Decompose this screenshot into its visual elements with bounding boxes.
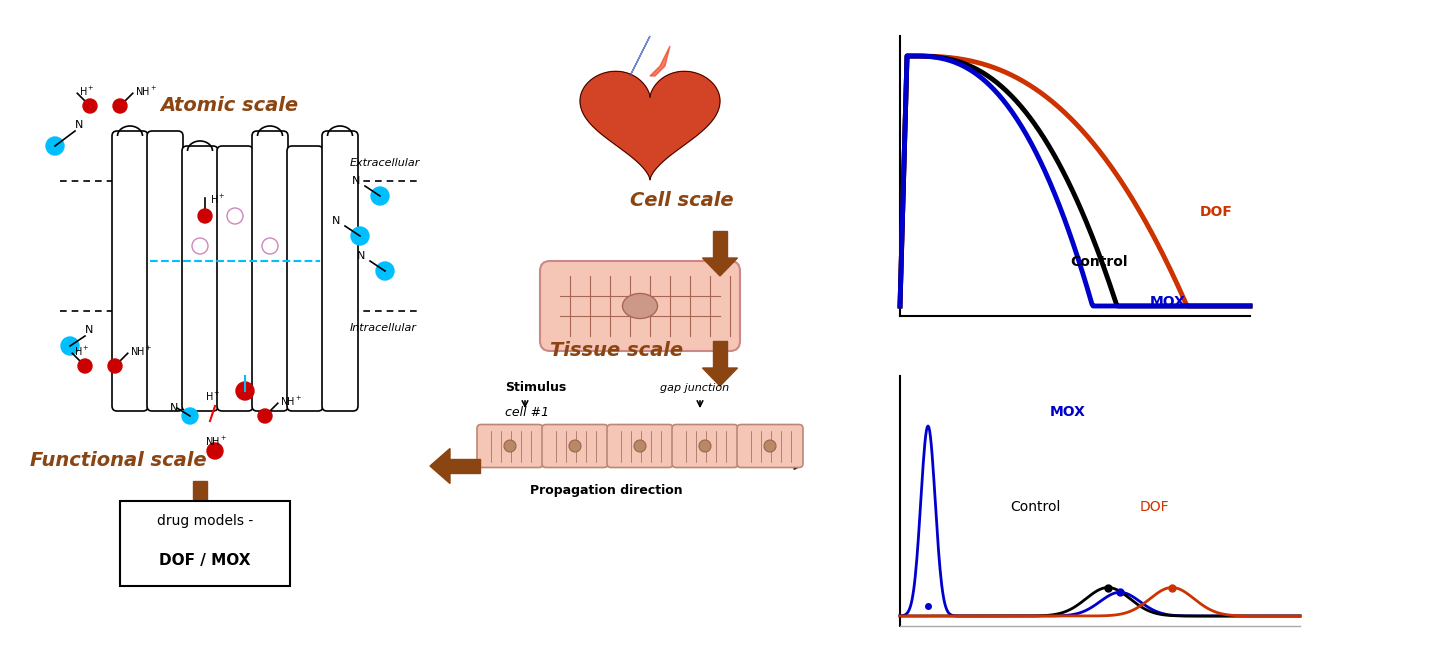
FancyBboxPatch shape	[252, 131, 288, 411]
Circle shape	[258, 409, 272, 423]
Polygon shape	[703, 258, 737, 276]
Polygon shape	[183, 508, 217, 526]
Text: Stimulus: Stimulus	[505, 381, 566, 394]
Circle shape	[569, 440, 580, 452]
Circle shape	[181, 408, 199, 424]
Text: N: N	[333, 216, 340, 226]
Text: N: N	[357, 251, 366, 261]
Text: N: N	[351, 176, 360, 186]
Text: N: N	[85, 325, 94, 335]
Text: N: N	[75, 120, 84, 130]
Text: Propagation direction: Propagation direction	[530, 484, 683, 497]
Text: DOF: DOF	[1140, 500, 1169, 514]
Circle shape	[372, 187, 389, 205]
Text: DOF / MOX: DOF / MOX	[160, 553, 251, 569]
Circle shape	[84, 99, 96, 113]
FancyBboxPatch shape	[477, 424, 543, 468]
Circle shape	[207, 443, 223, 459]
Polygon shape	[631, 36, 649, 76]
Circle shape	[78, 359, 92, 373]
Text: drug models -: drug models -	[157, 514, 253, 528]
FancyBboxPatch shape	[112, 131, 148, 411]
Text: gap junction: gap junction	[660, 383, 729, 393]
FancyBboxPatch shape	[323, 131, 359, 411]
Text: MOX: MOX	[1050, 405, 1086, 419]
Text: Atomic scale: Atomic scale	[160, 96, 298, 115]
Polygon shape	[431, 448, 449, 484]
Polygon shape	[713, 231, 727, 258]
Text: H$^+$: H$^+$	[79, 85, 95, 98]
FancyBboxPatch shape	[540, 261, 740, 351]
Polygon shape	[193, 481, 207, 508]
Circle shape	[108, 359, 122, 373]
Circle shape	[197, 209, 212, 223]
Polygon shape	[703, 368, 737, 386]
Circle shape	[634, 440, 647, 452]
Polygon shape	[649, 46, 670, 76]
Text: Intracellular: Intracellular	[350, 323, 418, 333]
Text: NH$^+$: NH$^+$	[204, 435, 228, 448]
Text: DOF: DOF	[1200, 205, 1233, 219]
FancyBboxPatch shape	[181, 146, 217, 411]
Text: Extracellular: Extracellular	[350, 158, 420, 168]
Circle shape	[236, 382, 253, 400]
Text: Control: Control	[1070, 255, 1128, 269]
Polygon shape	[713, 341, 727, 368]
Text: cell #1: cell #1	[505, 406, 549, 419]
Text: H$^+$: H$^+$	[204, 390, 220, 403]
Text: Cell scale: Cell scale	[631, 191, 733, 210]
Polygon shape	[449, 459, 480, 473]
Circle shape	[504, 440, 516, 452]
Circle shape	[351, 227, 369, 245]
FancyBboxPatch shape	[608, 424, 672, 468]
Text: H$^+$: H$^+$	[210, 193, 226, 206]
Text: NH$^+$: NH$^+$	[279, 395, 302, 408]
Circle shape	[698, 440, 711, 452]
Text: NH$^+$: NH$^+$	[130, 345, 153, 358]
FancyBboxPatch shape	[287, 146, 323, 411]
Text: ❤: ❤	[615, 105, 685, 186]
FancyBboxPatch shape	[541, 424, 608, 468]
FancyBboxPatch shape	[147, 131, 183, 411]
Circle shape	[765, 440, 776, 452]
Text: NH$^+$: NH$^+$	[135, 85, 157, 98]
Ellipse shape	[622, 294, 658, 318]
Circle shape	[376, 262, 395, 280]
FancyBboxPatch shape	[120, 501, 289, 586]
Text: H$^+$: H$^+$	[75, 345, 89, 358]
Polygon shape	[580, 71, 720, 180]
Text: Control: Control	[1009, 500, 1060, 514]
FancyBboxPatch shape	[737, 424, 804, 468]
Text: MOX: MOX	[1151, 295, 1187, 309]
FancyBboxPatch shape	[217, 146, 253, 411]
Circle shape	[112, 99, 127, 113]
FancyBboxPatch shape	[672, 424, 739, 468]
Circle shape	[46, 137, 63, 155]
Text: Tissue scale: Tissue scale	[550, 341, 683, 360]
Circle shape	[60, 337, 79, 355]
Text: Functional scale: Functional scale	[30, 451, 206, 470]
Text: N: N	[170, 403, 179, 413]
